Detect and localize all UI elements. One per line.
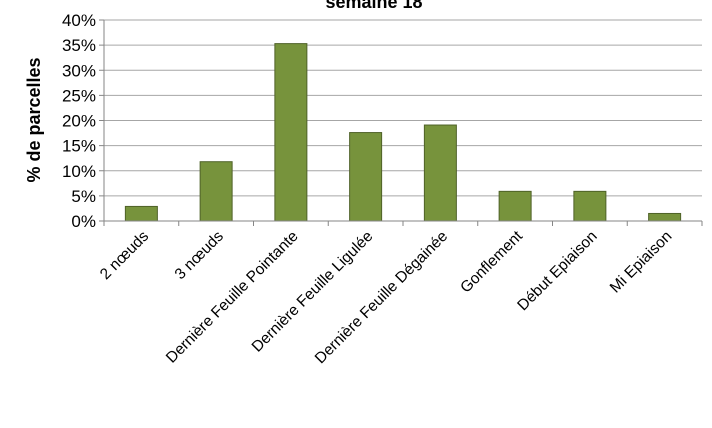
bars [124,43,682,222]
x-tick-label: Mi Epiaison [607,228,676,297]
y-tick-label: 5% [71,187,96,206]
y-tick-label: 20% [62,112,96,131]
y-tick-label: 10% [62,162,96,181]
y-tick-label: 0% [71,212,96,231]
y-tick-label: 15% [62,137,96,156]
x-tick-label: Début Epiaison [514,228,600,314]
x-axis [103,20,703,226]
y-tick-label: 30% [62,61,96,80]
bar [199,161,233,222]
bar [274,43,308,222]
bar [573,190,607,222]
bar [349,132,383,222]
bar [498,190,532,222]
chart-title: semaine 18 [325,0,422,12]
x-tick-label: 2 nœuds [97,228,152,283]
y-tick-label: 40% [62,11,96,30]
y-tick-label: 25% [62,86,96,105]
bar [648,212,682,222]
x-tick-label: Dernière Feuille Pointante [163,228,302,367]
y-tick-label: 35% [62,36,96,55]
y-axis-label: % de parcelles [24,57,44,182]
x-tick-label: 3 nœuds [172,228,227,283]
x-tick-label: Dernière Feuille Ligulée [249,228,377,356]
x-tick-label: Gonflement [457,227,526,296]
x-tick-label: Dernière Feuille Dégainée [312,228,451,367]
gridlines [104,19,702,197]
y-axis-ticks: 0% 5% 10% 15% 20% 25% 30% 35% 40% [62,11,104,231]
bar [124,205,158,222]
bar [423,124,457,222]
